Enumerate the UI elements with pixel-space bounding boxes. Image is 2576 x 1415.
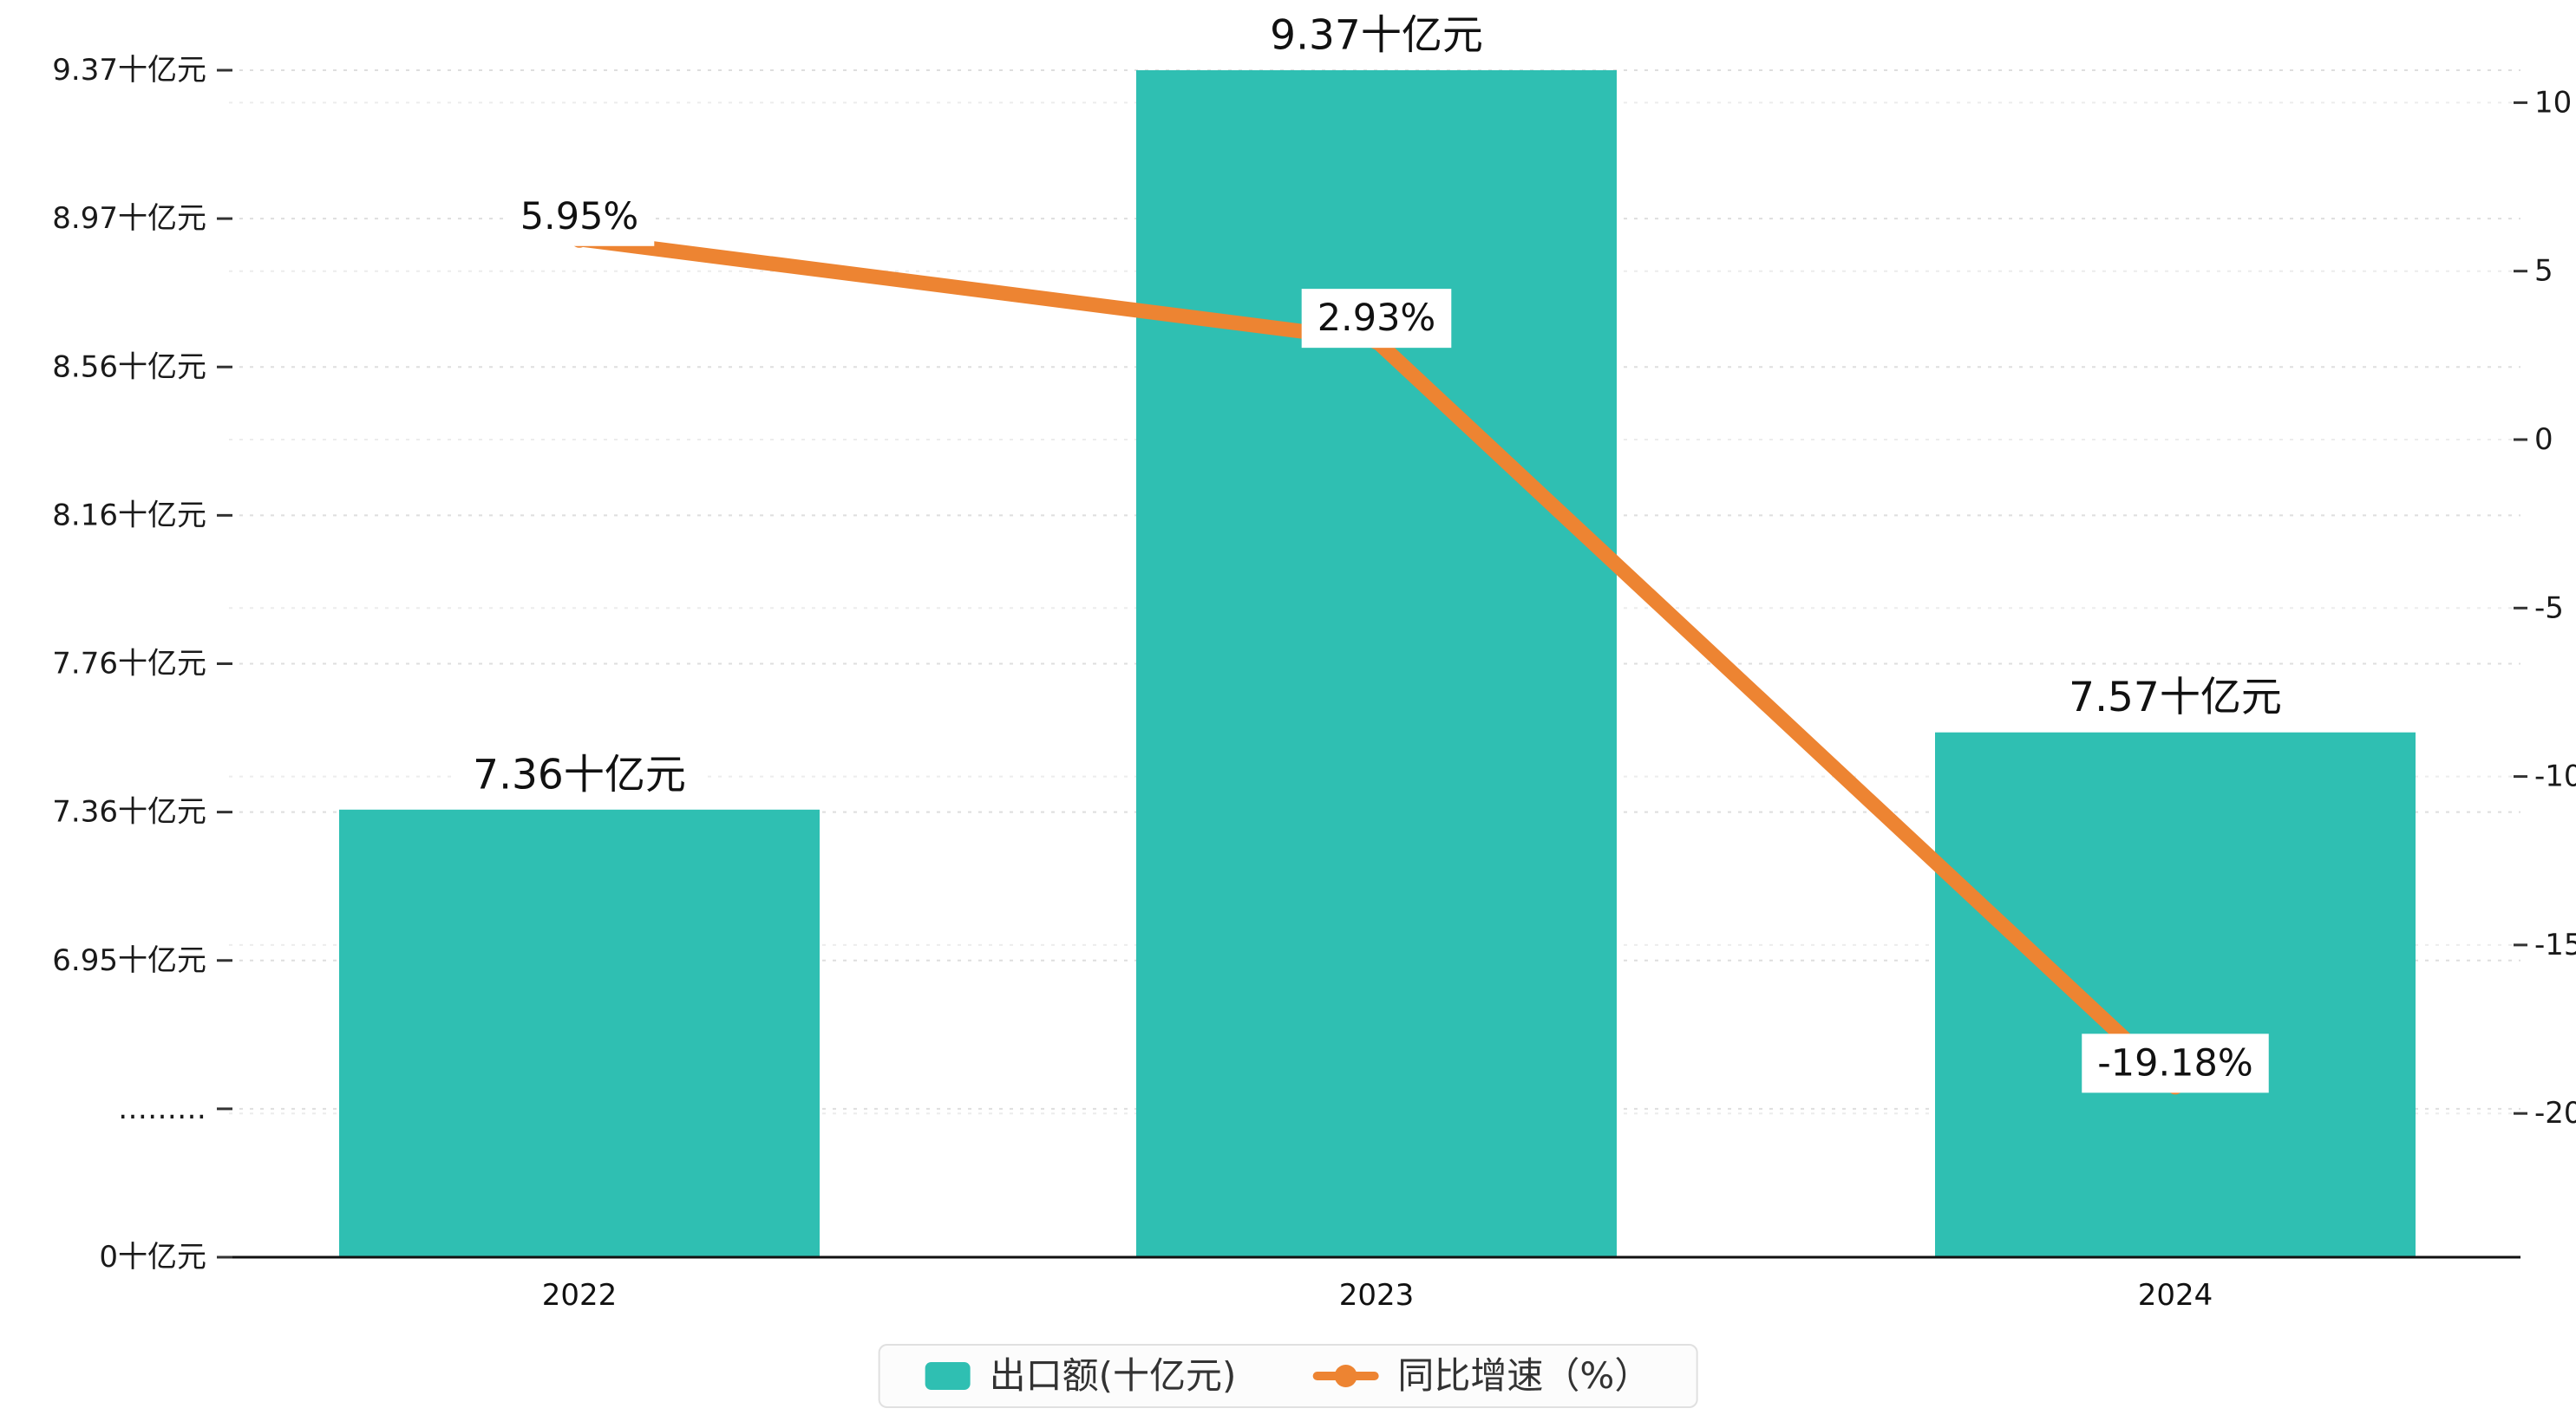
y-axis-left-label: 0十亿元 (99, 1240, 206, 1275)
y-axis-left-label: 9.37十亿元 (52, 53, 206, 88)
y-axis-right-label: -10 (2534, 760, 2576, 794)
bar-value-label-2022: 7.36十亿元 (473, 751, 686, 799)
bar-value-label-2022-bg (457, 743, 702, 807)
chart-legend: 出口额(十亿元) 同比增速（%） (878, 1344, 1698, 1408)
legend-bar-swatch-icon (925, 1362, 971, 1390)
x-axis-label-2022: 2022 (542, 1278, 618, 1313)
y-axis-right-label: -15 (2534, 928, 2576, 962)
x-axis-label-2023: 2023 (1339, 1278, 1415, 1313)
bar-value-label-2024: 7.57十亿元 (2069, 674, 2282, 721)
legend-label-growth: 同比增速（%） (1397, 1354, 1651, 1397)
bar-2024[interactable] (1935, 732, 2416, 1257)
growth-value-label-2023: 2.93% (1317, 297, 1436, 340)
y-axis-left-label: ……… (118, 1092, 206, 1126)
y-axis-left-label: 7.36十亿元 (52, 795, 206, 830)
growth-value-label-2022: 5.95% (520, 195, 639, 238)
legend-item-growth[interactable]: 同比增速（%） (1312, 1358, 1651, 1394)
bar-value-label-2024-bg (2053, 666, 2298, 730)
growth-value-label-2023-bg (1301, 289, 1452, 349)
y-axis-left-label: 8.97十亿元 (52, 201, 206, 236)
y-axis-left-label: 7.76十亿元 (52, 647, 206, 681)
bar-value-label-2023: 9.37十亿元 (1270, 12, 1483, 60)
growth-value-label-2022-bg (504, 186, 655, 246)
y-axis-left-label: 6.95十亿元 (52, 943, 206, 978)
growth-value-label-2024-bg (2082, 1034, 2269, 1093)
y-axis-right-label: -20 (2534, 1096, 2576, 1131)
y-axis-right-label: 10 (2534, 85, 2572, 120)
y-axis-right-label: 0 (2534, 422, 2553, 457)
growth-value-label-2024: -19.18% (2097, 1041, 2252, 1085)
y-axis-left-label: 8.16十亿元 (52, 498, 206, 532)
legend-line-swatch-icon (1312, 1362, 1379, 1390)
y-axis-right-label: 5 (2534, 254, 2553, 289)
y-axis-right-label: -5 (2534, 590, 2564, 625)
legend-label-export: 出口额(十亿元) (989, 1354, 1237, 1397)
x-axis-label-2024: 2024 (2138, 1278, 2213, 1313)
bar-2023[interactable] (1136, 70, 1617, 1257)
bar-value-label-2023-bg (1254, 3, 1499, 68)
bar-2022[interactable] (339, 809, 820, 1257)
y-axis-left-label: 8.56十亿元 (52, 349, 206, 384)
legend-item-export[interactable]: 出口额(十亿元) (925, 1354, 1237, 1397)
